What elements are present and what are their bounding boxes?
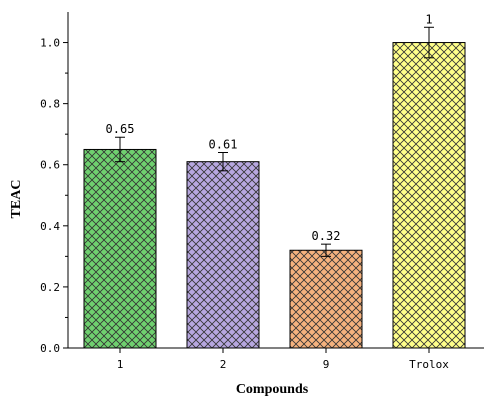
x-tick-label-9: 9 <box>323 358 330 371</box>
error-bar-1 <box>115 136 125 163</box>
data-label-2: 0.61 <box>209 138 238 152</box>
data-label-9: 0.32 <box>312 229 341 243</box>
error-bars-group <box>115 26 434 257</box>
bar-1 <box>83 148 157 349</box>
y-tick-label: 0.0 <box>40 342 60 355</box>
error-bar-9 <box>321 243 331 257</box>
data-label-trolox: 1 <box>425 12 432 26</box>
error-bar-trolox <box>424 26 434 59</box>
y-tick-label: 0.6 <box>40 159 60 172</box>
x-tick-label-2: 2 <box>220 358 227 371</box>
bar-trolox <box>392 42 466 349</box>
y-tick-label: 0.8 <box>40 98 60 111</box>
data-label-1: 0.65 <box>106 122 135 136</box>
bars-group <box>83 42 466 349</box>
bar-2 <box>186 161 260 349</box>
y-ticks-group: 0.0 0.2 0.4 0.6 0.8 1.0 <box>40 37 68 355</box>
y-tick-label: 0.4 <box>40 220 60 233</box>
axes-group <box>67 12 484 349</box>
x-axis-title: Compounds <box>236 382 309 397</box>
bar-9 <box>289 249 363 349</box>
y-tick-label: 0.2 <box>40 281 60 294</box>
x-ticks-group: 1 2 9 Trolox <box>117 348 449 371</box>
y-axis-title: TEAC <box>9 180 24 219</box>
x-tick-label-1: 1 <box>117 358 124 371</box>
x-tick-label-trolox: Trolox <box>409 358 449 371</box>
y-tick-label: 1.0 <box>40 37 60 50</box>
data-labels-group: 0.65 0.61 0.32 1 <box>106 12 433 243</box>
error-bar-2 <box>218 152 228 172</box>
